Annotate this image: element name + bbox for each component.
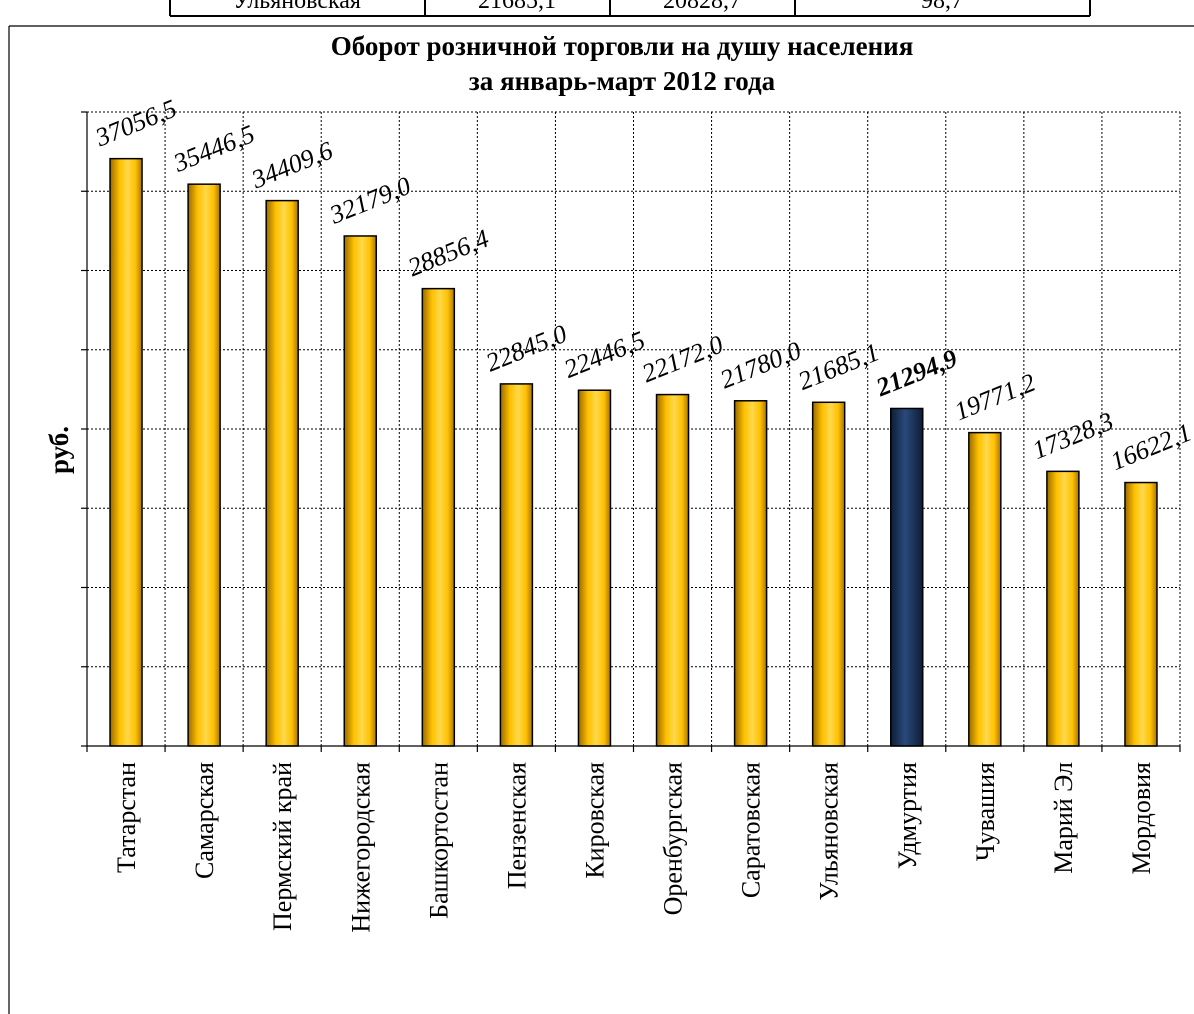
- x-tick-label-2: Самарская: [190, 762, 219, 879]
- bar-4: [343, 235, 377, 747]
- x-tick-label-11: Удмуртия: [893, 762, 922, 869]
- bar-5: [421, 287, 456, 747]
- x-tick-label-3: Пермский край: [268, 762, 297, 931]
- x-tick-label-13: Марий Эл: [1049, 762, 1078, 874]
- x-tick-label-10: Ульяновская: [815, 762, 844, 901]
- bar-2: [187, 183, 221, 747]
- x-tick-label-8: Оренбургская: [659, 762, 688, 915]
- data-label-6: 22845,0: [482, 319, 571, 378]
- data-label-11: 21294,9: [871, 343, 961, 402]
- table-cell-value-3: 98,7: [921, 0, 963, 14]
- bar-12: [968, 431, 1002, 747]
- chart-subtitle: за январь-март 2012 года: [469, 66, 776, 96]
- data-label-5: 28856,4: [404, 224, 493, 283]
- x-tick-labels: Татарстан Самарская Пермский край Нижегород…: [112, 762, 1156, 933]
- x-tick-label-7: Кировская: [580, 762, 609, 879]
- x-tick-label-14: Мордовия: [1127, 762, 1156, 875]
- data-label-7: 22446,5: [560, 325, 649, 384]
- x-tick-label-6: Пензенская: [502, 762, 531, 889]
- data-label-10: 21685,1: [794, 337, 883, 396]
- bar-8: [655, 393, 690, 747]
- x-tick-label-1: Татарстан: [112, 762, 141, 873]
- data-label-3: 34409,6: [247, 136, 337, 195]
- axes: [81, 111, 1181, 752]
- data-label-14: 16622,1: [1106, 418, 1194, 477]
- data-label-12: 19771,2: [950, 368, 1039, 427]
- data-label-4: 32179,0: [325, 171, 415, 230]
- bar-1: [109, 157, 143, 747]
- table-cell-value-2: 20828,7: [663, 0, 741, 14]
- bar-10: [811, 401, 846, 747]
- x-tick-label-5: Башкортостан: [424, 762, 453, 919]
- x-tick-label-9: Саратовская: [737, 762, 766, 898]
- x-tick-label-4: Нижегородская: [346, 762, 375, 933]
- data-label-13: 17328,3: [1028, 406, 1117, 465]
- data-label-2: 35446,5: [169, 119, 259, 178]
- bar-11: [890, 407, 924, 747]
- table-cell-value-1: 21685,1: [478, 0, 556, 14]
- chart-title: Оборот розничной торговли на душу населе…: [331, 31, 914, 61]
- top-table: Ульяновская 21685,1 20828,7 98,7: [169, 0, 1091, 17]
- bars: [109, 157, 1158, 747]
- bar-13: [1046, 470, 1080, 747]
- data-label-8: 22172,0: [638, 330, 727, 389]
- x-tick-label-12: Чувашия: [971, 762, 1000, 861]
- y-axis-label: руб.: [44, 426, 74, 474]
- bar-7: [577, 389, 612, 747]
- bar-14: [1124, 481, 1158, 747]
- grid: [87, 111, 1181, 746]
- bar-9: [733, 400, 768, 747]
- bar-3: [265, 199, 299, 747]
- bar-6: [499, 383, 534, 747]
- data-label-1: 37056,5: [90, 94, 180, 153]
- data-label-9: 21780,0: [716, 336, 805, 395]
- table-cell-region: Ульяновская: [233, 0, 361, 14]
